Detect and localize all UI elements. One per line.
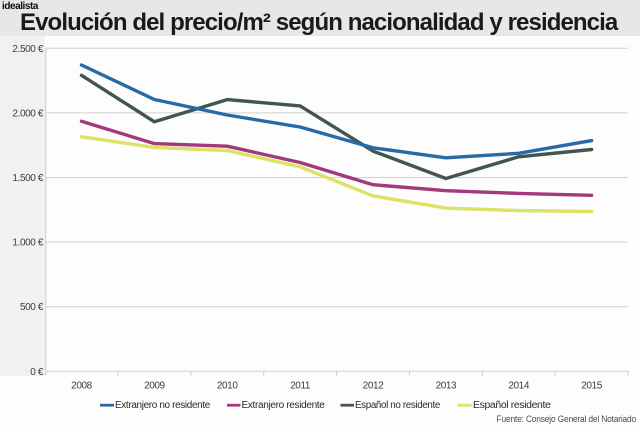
svg-text:Fuente: Consejo General del No: Fuente: Consejo General del Notariado [497, 414, 637, 424]
svg-text:Extranjero no residente: Extranjero no residente [115, 400, 211, 411]
svg-text:2013: 2013 [436, 381, 457, 392]
svg-text:2014: 2014 [508, 381, 529, 392]
svg-text:2009: 2009 [144, 381, 165, 392]
svg-text:1.500 €: 1.500 € [12, 173, 43, 184]
svg-text:Español residente: Español residente [473, 400, 551, 411]
svg-text:2010: 2010 [217, 381, 238, 392]
svg-text:Extranjero residente: Extranjero residente [242, 400, 326, 411]
svg-text:2.000 €: 2.000 € [12, 108, 43, 119]
svg-text:2015: 2015 [581, 381, 602, 392]
svg-text:Español no residente: Español no residente [355, 400, 441, 411]
svg-text:2008: 2008 [71, 381, 92, 392]
svg-text:1.000 €: 1.000 € [12, 238, 43, 249]
svg-text:2012: 2012 [363, 381, 384, 392]
svg-text:2.500 €: 2.500 € [12, 44, 43, 55]
svg-text:0 €: 0 € [30, 367, 44, 378]
svg-text:2011: 2011 [290, 381, 311, 392]
svg-text:500 €: 500 € [20, 302, 44, 313]
